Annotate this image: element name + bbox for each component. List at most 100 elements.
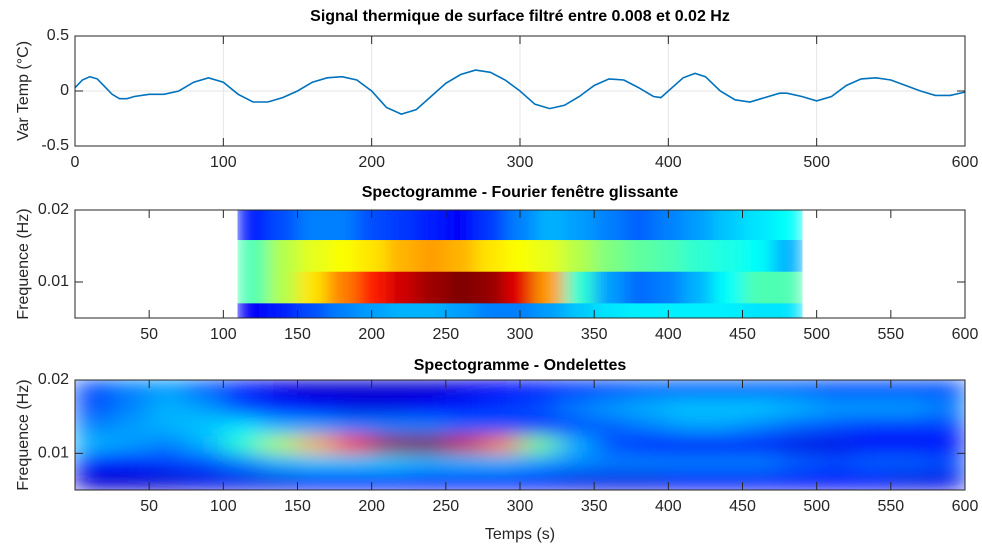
heatmap-cell bbox=[712, 271, 743, 304]
heatmap-cell bbox=[408, 453, 447, 472]
heatmap-cell bbox=[630, 453, 669, 472]
heatmap-cell bbox=[185, 416, 224, 436]
x-tick-label: 50 bbox=[140, 326, 158, 343]
x-tick-label: 600 bbox=[952, 154, 979, 171]
heatmap-cell bbox=[386, 239, 417, 272]
heatmap-cell bbox=[890, 380, 929, 399]
heatmap-cell bbox=[111, 434, 150, 454]
heatmap-cell bbox=[816, 471, 855, 490]
heatmap-cell bbox=[297, 434, 335, 454]
heatmap-cell bbox=[816, 416, 855, 436]
y-axis-label: Frequence (Hz) bbox=[15, 379, 32, 490]
x-tick-label: 400 bbox=[655, 326, 682, 343]
heatmap-cell bbox=[356, 239, 387, 272]
chart-title: Spectogramme - Ondelettes bbox=[414, 357, 627, 374]
heatmap-cell bbox=[623, 271, 654, 304]
y-tick-label: 0.5 bbox=[47, 27, 69, 44]
heatmap-cell bbox=[623, 239, 654, 272]
heatmap-cell bbox=[653, 239, 684, 272]
heatmap-cell bbox=[742, 239, 773, 272]
heatmap-cell bbox=[475, 271, 506, 304]
heatmap-cell bbox=[297, 271, 328, 304]
heatmap-cell bbox=[853, 453, 892, 472]
heatmap-cell bbox=[593, 398, 632, 417]
y-tick-label: 0.01 bbox=[38, 273, 69, 290]
x-tick-label: 100 bbox=[210, 326, 237, 343]
heatmap-cell bbox=[267, 271, 298, 304]
heatmap-cell bbox=[297, 471, 335, 490]
heatmap-cell bbox=[148, 453, 187, 472]
heatmap-cell bbox=[742, 416, 780, 436]
heatmap-cell bbox=[75, 380, 113, 399]
heatmap-cell bbox=[779, 453, 817, 472]
heatmap-cell bbox=[712, 302, 743, 318]
heatmap-cell bbox=[668, 398, 706, 417]
heatmap-cell bbox=[260, 471, 298, 490]
heatmap-cell bbox=[223, 398, 261, 417]
x-tick-label: 100 bbox=[210, 154, 237, 171]
heatmap-cell bbox=[593, 239, 625, 272]
heatmap-cell bbox=[682, 302, 714, 318]
heatmap-cell bbox=[668, 380, 706, 399]
heatmap-cell bbox=[371, 380, 410, 399]
heatmap-cell bbox=[334, 434, 372, 454]
heatmap-cell bbox=[890, 398, 929, 417]
heatmap-cell bbox=[853, 471, 892, 490]
heatmap-cell bbox=[371, 434, 410, 454]
heatmap-cell bbox=[445, 416, 484, 436]
heatmap-cell bbox=[297, 453, 335, 472]
heatmap-cell bbox=[593, 302, 625, 318]
heatmap-cell bbox=[326, 239, 358, 272]
heatmap-cell bbox=[148, 471, 187, 490]
heatmap-cell bbox=[408, 380, 447, 399]
heatmap-cell bbox=[297, 210, 328, 241]
heatmap-cell bbox=[556, 380, 595, 399]
heatmap-cell bbox=[297, 239, 328, 272]
heatmap-cell bbox=[482, 471, 521, 490]
heatmap-cell bbox=[371, 471, 410, 490]
heatmap-cell bbox=[705, 380, 743, 399]
heatmap-cell bbox=[564, 239, 595, 272]
heatmap-cell bbox=[111, 398, 150, 417]
heatmap-cell bbox=[593, 271, 625, 304]
heatmap-cell bbox=[927, 453, 965, 472]
heatmap-cell bbox=[371, 398, 410, 417]
heatmap-cell bbox=[890, 453, 929, 472]
heatmap-cell bbox=[519, 416, 558, 436]
heatmap-cell bbox=[75, 471, 113, 490]
y-tick-label: -0.5 bbox=[41, 137, 69, 154]
heatmap-cell bbox=[630, 380, 669, 399]
subplot: 50 100 150 200 250 300 350 400 450 500 550 600 0.01 0… bbox=[15, 357, 978, 543]
x-tick-label: 300 bbox=[507, 326, 534, 343]
heatmap-cell bbox=[519, 380, 558, 399]
heatmap-cell bbox=[630, 434, 669, 454]
x-tick-label: 150 bbox=[284, 498, 311, 515]
heatmap-cell bbox=[890, 471, 929, 490]
heatmap-cell bbox=[779, 416, 817, 436]
heatmap-cell bbox=[260, 453, 298, 472]
x-tick-label: 400 bbox=[655, 154, 682, 171]
heatmap-cell bbox=[260, 434, 298, 454]
heatmap-cell bbox=[334, 416, 372, 436]
heatmap-cell bbox=[556, 471, 595, 490]
heatmap-cell bbox=[185, 471, 224, 490]
heatmap-cell bbox=[779, 434, 817, 454]
heatmap-cell bbox=[742, 271, 773, 304]
heatmap-cell bbox=[326, 271, 358, 304]
x-tick-label: 200 bbox=[358, 326, 385, 343]
heatmap-cell bbox=[260, 416, 298, 436]
heatmap-cell bbox=[223, 453, 261, 472]
x-tick-label: 300 bbox=[507, 154, 534, 171]
heatmap-cell bbox=[705, 453, 743, 472]
heatmap-cell bbox=[816, 453, 855, 472]
heatmap-cell bbox=[334, 380, 372, 399]
heatmap-cell bbox=[386, 302, 417, 318]
heatmap-cell bbox=[682, 210, 714, 241]
heatmap-cell bbox=[742, 453, 780, 472]
heatmap-cell bbox=[445, 434, 484, 454]
heatmap-cell bbox=[267, 302, 298, 318]
heatmap-cell bbox=[148, 398, 187, 417]
x-tick-label: 200 bbox=[358, 498, 385, 515]
heatmap-cell bbox=[623, 302, 654, 318]
